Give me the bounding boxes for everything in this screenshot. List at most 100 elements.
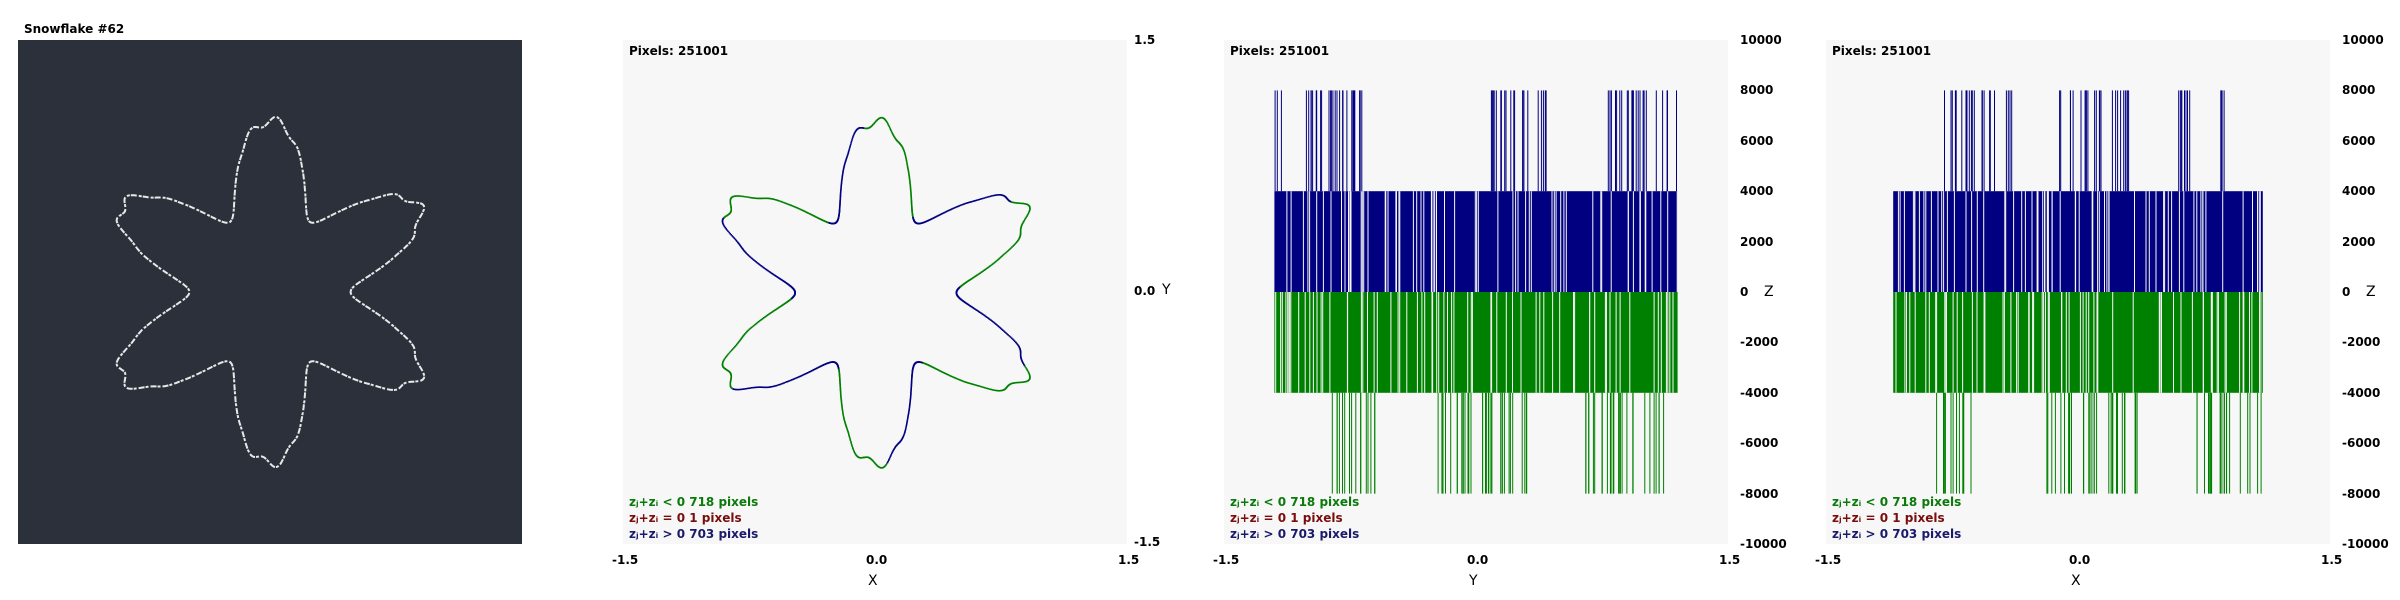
xy-point <box>771 311 773 313</box>
xy-point <box>843 418 845 420</box>
z-tick-label: -2000 <box>1740 335 1779 350</box>
xy-point <box>786 381 788 383</box>
high-positive-line <box>1971 90 1973 192</box>
z-tick-label: 6000 <box>1740 133 1774 148</box>
xy-point <box>736 388 738 391</box>
xy-point <box>730 206 732 208</box>
xy-point <box>977 273 980 276</box>
xy-point <box>812 214 814 217</box>
xy-point <box>754 323 757 325</box>
xy-point <box>1001 389 1003 392</box>
positive-band-gap <box>1914 191 1916 292</box>
xy-point <box>1008 249 1010 251</box>
xy-point <box>978 310 980 313</box>
z-tick-label: -4000 <box>1740 385 1779 400</box>
xy-point <box>953 376 955 379</box>
positive-band-gap <box>1937 191 1939 292</box>
xy-point <box>894 447 896 449</box>
xy-point <box>846 154 849 157</box>
xy-point <box>726 354 729 356</box>
xy-point <box>1019 348 1021 351</box>
xy-point <box>994 261 997 263</box>
positive-band-gap <box>1918 191 1920 292</box>
xy-point <box>1012 245 1014 247</box>
xy-point <box>974 275 977 277</box>
xy-point <box>900 438 903 441</box>
xy-point <box>799 375 801 378</box>
xy-point <box>778 384 780 386</box>
xy-point <box>876 119 879 121</box>
negative-band-gap <box>1925 292 1927 393</box>
xy-point <box>996 389 998 392</box>
high-negative-line <box>1663 392 1665 494</box>
positive-band-gap <box>1553 191 1555 292</box>
high-negative-line <box>2046 392 2048 494</box>
xy-point <box>972 200 975 202</box>
xy-point <box>842 413 844 415</box>
positive-band-gap <box>2031 191 2033 292</box>
xy-point <box>999 389 1002 392</box>
xy-point <box>798 376 800 378</box>
xy-point <box>840 189 842 191</box>
legend: zⱼ+zᵢ < 0 718 pixels zⱼ+zᵢ = 0 1 pixels … <box>1230 494 1359 542</box>
xy-point <box>742 334 745 337</box>
xy-point <box>1002 389 1004 391</box>
positive-band-gap <box>1565 191 1567 292</box>
xy-point <box>873 462 876 464</box>
high-negative-line <box>1592 392 1594 494</box>
xy-point <box>907 415 909 418</box>
xy-point <box>819 365 821 368</box>
xy-point <box>839 199 841 201</box>
high-positive-line <box>1966 90 1968 192</box>
negative-band-gap <box>1316 292 1318 393</box>
high-positive-line <box>1635 90 1637 192</box>
high-positive-line <box>1514 90 1516 192</box>
xy-point <box>987 387 989 390</box>
xy-point <box>911 205 913 207</box>
xy-point <box>1007 334 1009 336</box>
xy-point <box>761 265 764 268</box>
high-negative-line <box>2112 392 2114 494</box>
xy-point <box>892 449 895 451</box>
xy-point <box>773 310 775 312</box>
xy-point <box>813 368 816 371</box>
negative-band-gap <box>1421 292 1423 393</box>
xy-point <box>981 270 983 273</box>
positive-band-gap <box>1474 191 1476 292</box>
xy-point <box>843 417 845 419</box>
xy-point <box>1025 216 1027 219</box>
positive-band-gap <box>1555 191 1557 292</box>
positive-band-gap <box>2222 191 2224 292</box>
high-positive-line <box>1339 90 1341 192</box>
xy-point <box>757 197 760 200</box>
xy-point <box>983 197 986 199</box>
positive-band-gap <box>1361 191 1363 292</box>
xy-point <box>736 240 738 243</box>
negative-band-gap <box>2173 292 2174 393</box>
high-negative-line <box>1613 392 1615 494</box>
high-positive-line <box>1330 90 1332 192</box>
xy-point <box>1022 221 1025 223</box>
positive-band-gap <box>1530 191 1532 292</box>
xy-point <box>841 176 843 179</box>
xy-point <box>732 195 734 198</box>
xy-point <box>840 182 843 185</box>
xy-point <box>997 194 1000 196</box>
xy-point <box>911 377 913 379</box>
xy-point <box>979 198 981 200</box>
positive-band-gap <box>1387 191 1389 292</box>
legend-zero: zⱼ+zᵢ = 0 1 pixels <box>629 511 742 525</box>
high-positive-line <box>1544 90 1546 192</box>
xy-point <box>819 218 822 220</box>
xy-point <box>893 448 895 450</box>
high-positive-line <box>1500 90 1502 192</box>
xy-point <box>1014 243 1016 245</box>
xy-point <box>954 206 957 209</box>
xy-point <box>998 325 1000 328</box>
xy-point <box>820 218 822 221</box>
xy-point <box>959 204 962 207</box>
xy-point <box>806 372 809 374</box>
high-positive-line <box>1308 90 1310 192</box>
xy-point <box>938 214 941 216</box>
xy-point <box>980 271 982 274</box>
